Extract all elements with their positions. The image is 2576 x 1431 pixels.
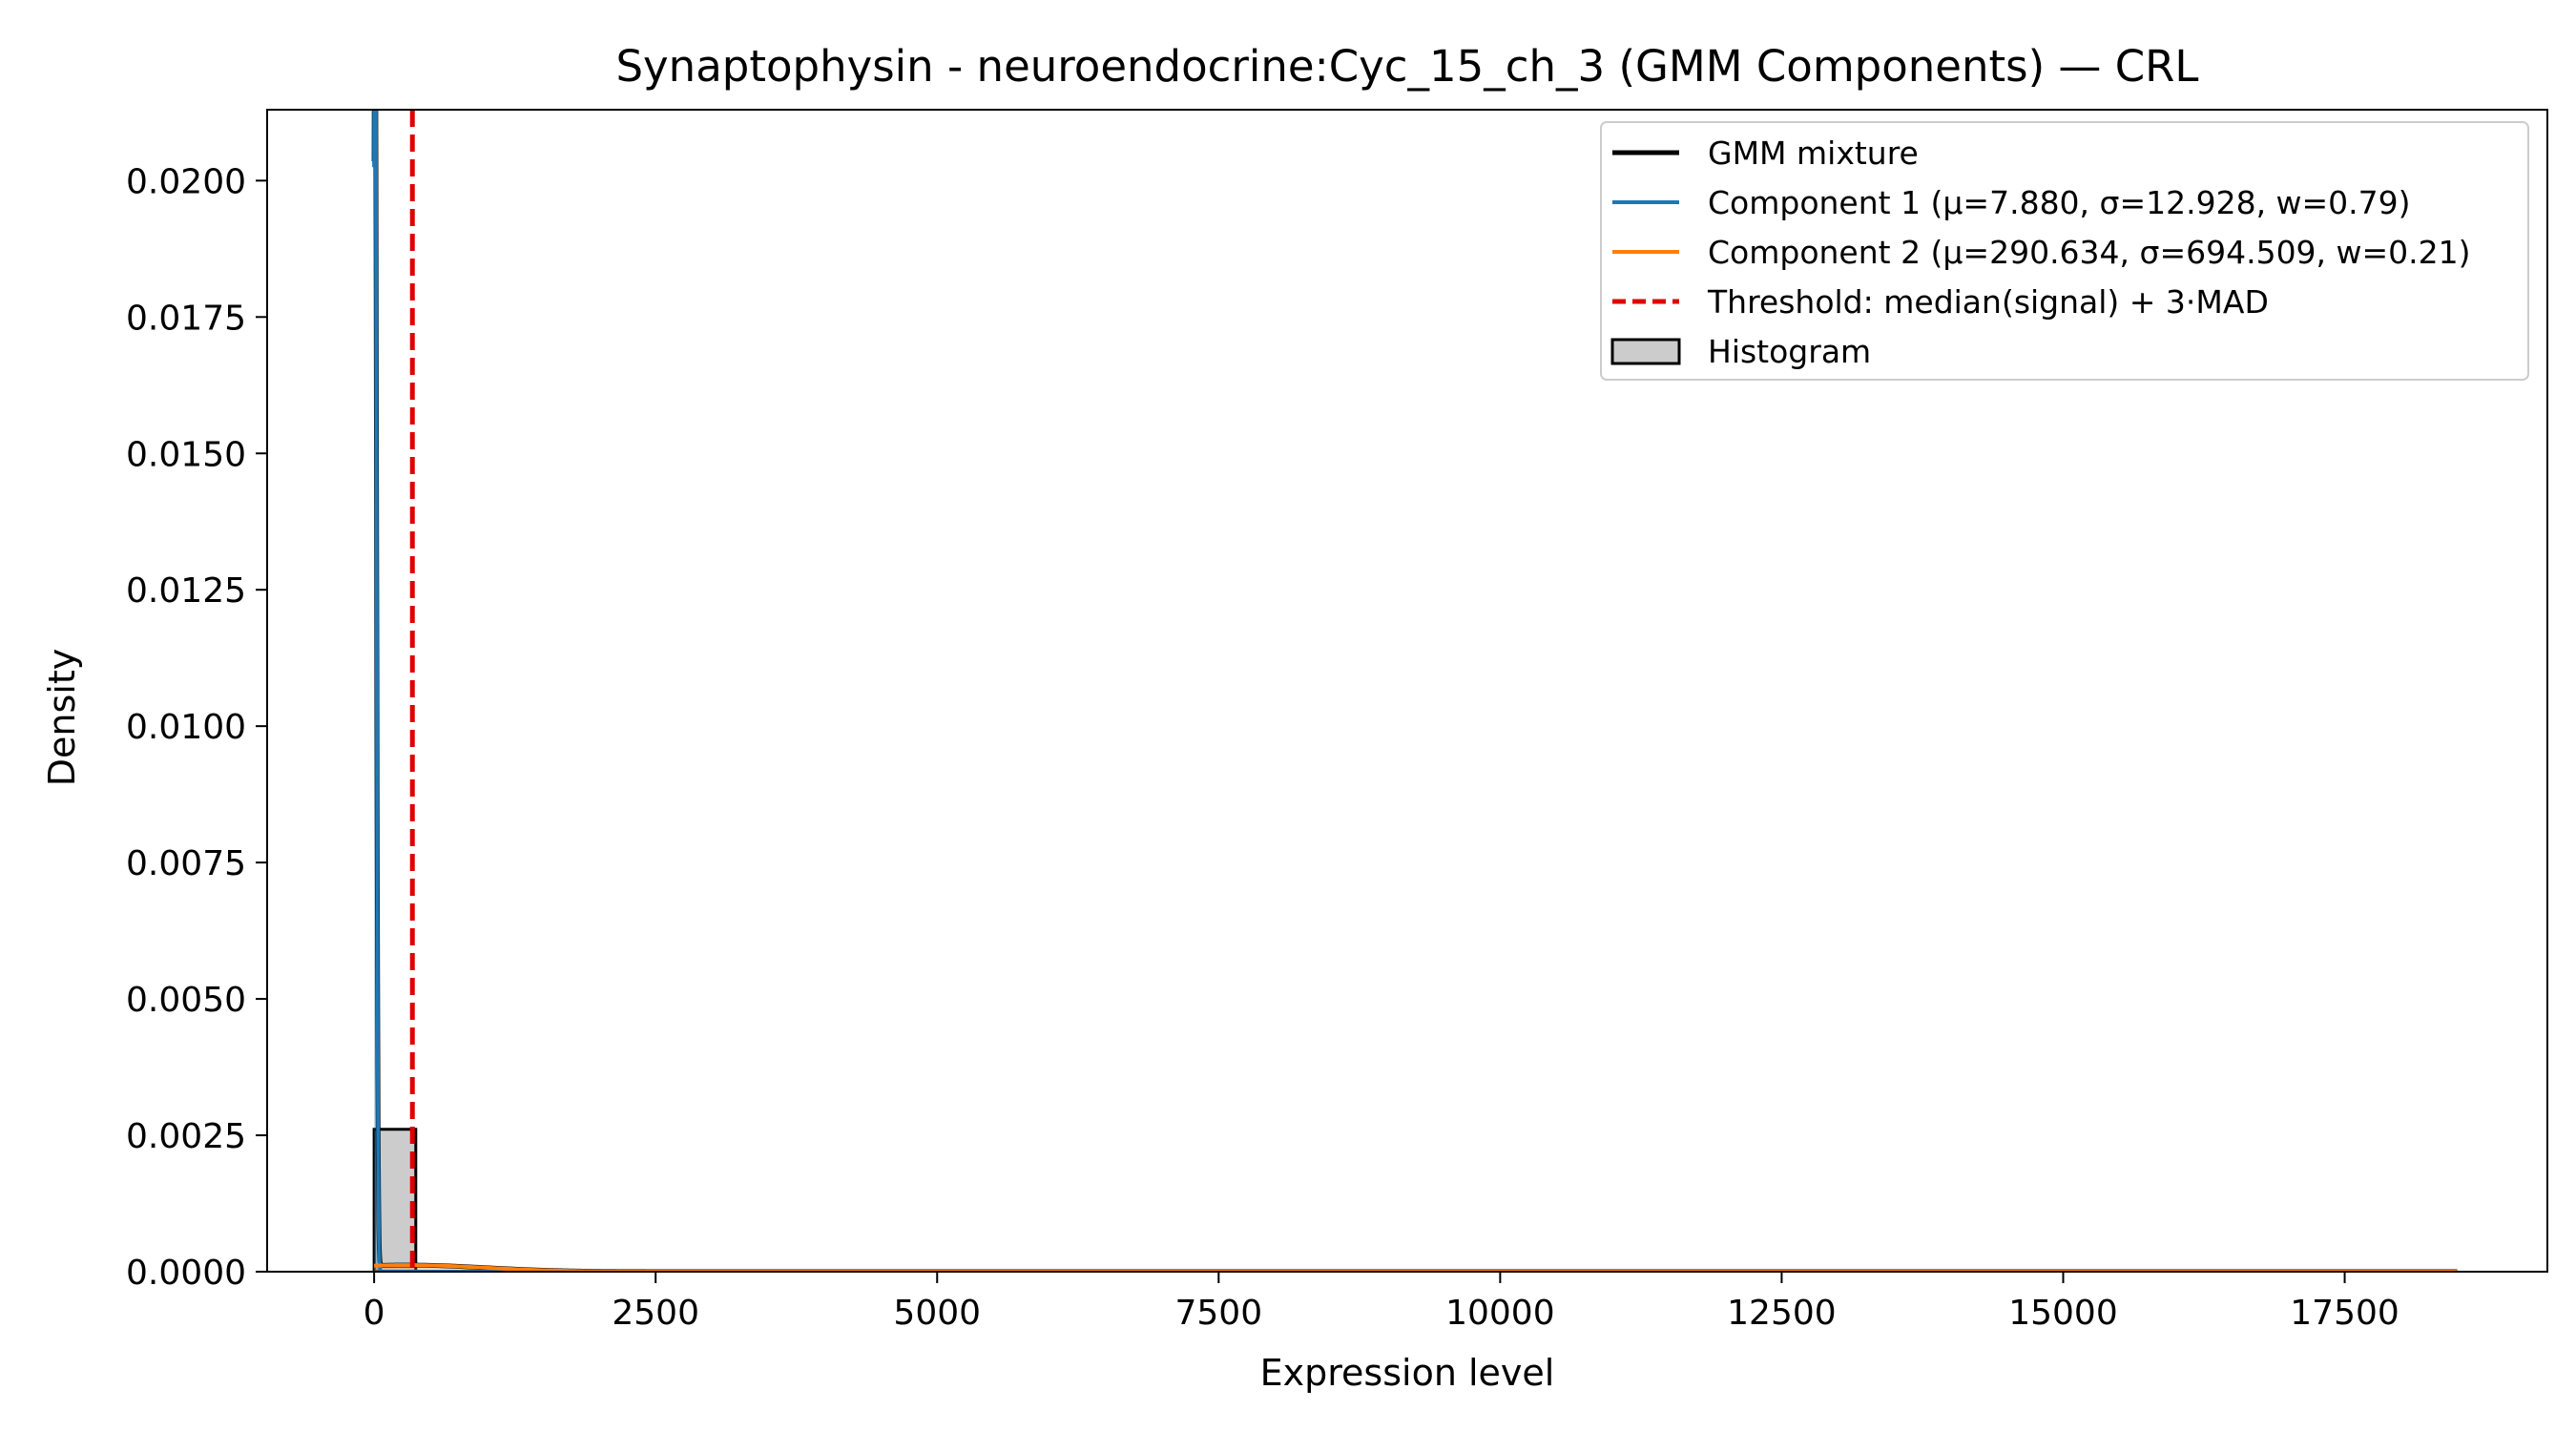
axes: 0 2500 5000 7500 10000 12500 15000 17500 0.0000 0… (126, 109, 2548, 1333)
y-tick-label: 0.0025 (126, 1117, 246, 1156)
y-tick-label: 0.0200 (126, 162, 246, 201)
y-tick-label: 0.0050 (126, 981, 246, 1020)
y-tick-label: 0.0175 (126, 299, 246, 338)
x-tick-label: 17500 (2290, 1294, 2399, 1333)
x-tick-label: 10000 (1445, 1294, 1555, 1333)
y-axis-label: Density (41, 649, 83, 786)
legend-box (1600, 121, 2529, 381)
legend: GMM mixture Component 1 (μ=7.880, σ=12.92… (1600, 121, 2529, 381)
y-tick-label: 0.0100 (126, 708, 246, 747)
y-tick-label: 0.0150 (126, 435, 246, 474)
component-2-line (373, 1263, 2458, 1272)
x-tick-label: 2500 (612, 1294, 699, 1333)
x-axis-label: Expression level (1260, 1352, 1555, 1394)
y-tick-label: 0.0000 (126, 1254, 246, 1293)
x-tick-label: 0 (364, 1294, 385, 1333)
axes-frame (266, 109, 2548, 1273)
legend-label: Component 2 (μ=290.634, σ=694.509, w=0.2… (1708, 234, 2471, 271)
legend-label: GMM mixture (1708, 135, 1919, 172)
y-tick-label: 0.0075 (126, 844, 246, 883)
legend-swatch (1610, 338, 1681, 365)
x-tick-label: 7500 (1174, 1294, 1262, 1333)
y-tick-label: 0.0125 (126, 571, 246, 611)
legend-label: Histogram (1708, 333, 1871, 370)
chart-title: Synaptophysin - neuroendocrine:Cyc_15_ch… (615, 41, 2198, 92)
legend-label: Threshold: median(signal) + 3·MAD (1707, 283, 2269, 321)
x-tick-label: 12500 (1727, 1294, 1837, 1333)
legend-label: Component 1 (μ=7.880, σ=12.928, w=0.79) (1708, 184, 2411, 221)
x-tick-label: 15000 (2008, 1294, 2118, 1333)
x-tick-label: 5000 (893, 1294, 981, 1333)
